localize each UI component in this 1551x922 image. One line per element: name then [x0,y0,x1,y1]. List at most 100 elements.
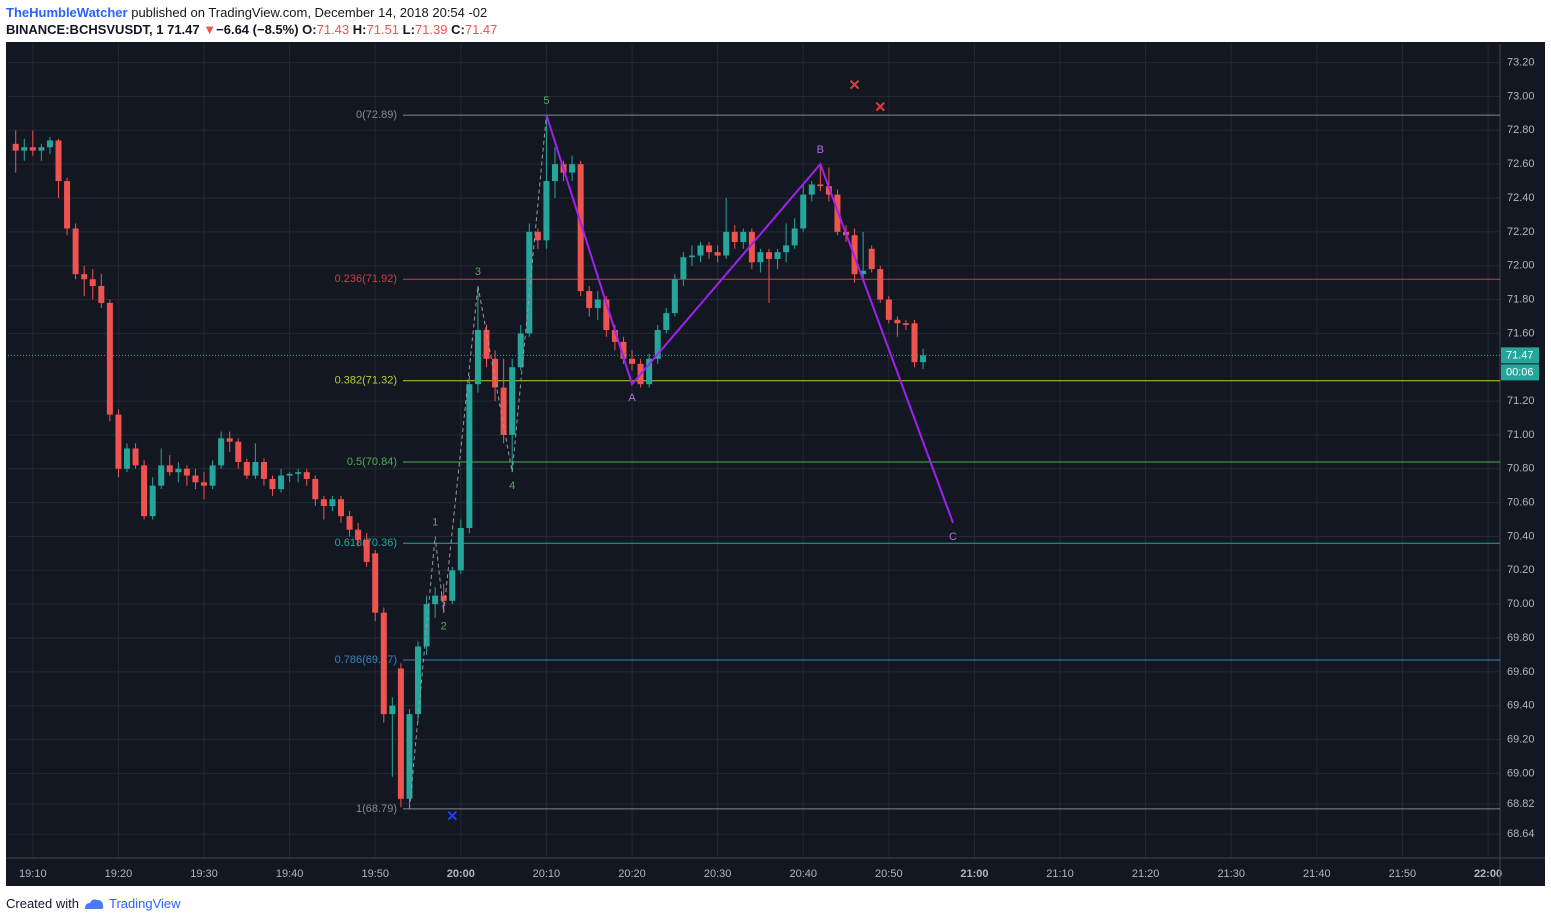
price-badge [1501,347,1539,364]
candle-body [509,367,516,435]
logo [84,898,104,909]
candle-body [791,228,798,246]
candle-body [192,475,199,483]
candle-body [12,143,19,151]
countdown-label: 00:06 [1506,366,1534,378]
candle-body [243,462,250,476]
candle-body [218,438,225,466]
candle-body [680,257,687,280]
candle-body [235,441,242,462]
candle-body [89,279,96,286]
y-tick-label: 72.80 [1507,124,1535,136]
candle-body [885,299,892,320]
candle-body [38,147,45,151]
candle-body [551,164,558,182]
c-value: 71.47 [464,22,498,37]
fib-label: 0.786(69.67) [335,654,397,666]
fib-label: 1(68.79) [356,803,397,815]
candle-body [149,485,156,517]
h-label: H: [352,22,367,37]
x-tick-label: 21:30 [1217,868,1245,880]
candle-body [706,245,713,253]
author[interactable]: TheHumbleWatcher [6,5,128,20]
wave-line-label: 1 [432,516,438,528]
o-value: 71.43 [316,22,350,37]
candle-body [363,539,370,562]
candle-body [646,358,653,385]
published: published on TradingView.com, December 1… [131,5,488,20]
candle-body [620,341,627,359]
x-tick-label: 21:50 [1389,868,1417,880]
cross-marker [875,101,885,112]
y-tick-label: 71.00 [1507,429,1535,441]
candle-body [226,438,233,442]
candle-body [355,529,362,540]
candle-body [911,323,918,363]
candle-body [397,668,404,799]
y-tick-label: 70.20 [1507,564,1535,576]
candle-body [808,184,815,195]
candle-body [269,478,276,490]
candle-body [654,330,661,359]
abc-line-label: A [628,392,636,404]
candle-body [663,313,670,330]
countdown-badge [1501,364,1539,381]
x-tick-label: 19:50 [361,868,389,880]
candle-body [406,714,413,799]
y-tick-label: 72.20 [1507,226,1535,238]
candle-body [440,595,447,601]
h-value: 71.51 [366,22,400,37]
wave-line-label: 4 [509,480,515,492]
y-tick-label: 70.80 [1507,463,1535,475]
last-price: 71.47 [167,22,200,37]
y-tick-label: 73.20 [1507,57,1535,69]
x-tick-label: 20:20 [618,868,646,880]
candle-body [209,465,216,486]
candle-body [295,472,302,474]
y-tick-label: 68.82 [1507,798,1535,810]
candle-body [569,164,576,173]
o-label: O: [302,22,317,37]
y-tick-label: 73.00 [1507,90,1535,102]
candle-body [483,330,490,359]
x-tick-label: 21:40 [1303,868,1331,880]
candle-body [141,465,148,517]
candle-body [123,448,130,469]
candle-body [594,299,601,308]
candle-body [132,448,139,466]
candle-body [877,269,884,300]
x-tick-label: 20:30 [704,868,732,880]
candle-body [526,231,533,334]
x-tick-label: 20:10 [533,868,561,880]
candle-body [868,248,875,270]
c-label: C: [451,22,465,37]
fib-label: 0.382(71.32) [335,375,397,387]
y-tick-label: 70.00 [1507,598,1535,610]
candle-body [757,252,764,263]
candle-body [765,252,772,259]
candle-body [783,245,790,253]
candle-body [517,333,524,368]
footer: Created with TradingView [6,896,181,911]
candle-body [731,231,738,242]
y-tick-label: 72.00 [1507,260,1535,272]
down-arrow: ▼ [203,22,217,37]
candle-body [457,528,464,571]
candle-body [286,473,293,476]
candle-body [920,355,927,363]
candle-body [825,186,832,195]
created-with: Created with [6,896,79,911]
x-tick-label: 19:10 [19,868,47,880]
candle-body [21,147,28,151]
y-tick-label: 68.64 [1507,828,1535,840]
brand[interactable]: TradingView [108,896,181,911]
candle-body [603,299,610,330]
x-tick-label: 20:50 [875,868,903,880]
candle-body [492,358,499,388]
y-tick-label: 71.80 [1507,293,1535,305]
candle-body [201,482,208,486]
candle-body [72,228,79,275]
abc-line-label: B [817,144,824,156]
wave-line-label: 5 [543,95,549,107]
